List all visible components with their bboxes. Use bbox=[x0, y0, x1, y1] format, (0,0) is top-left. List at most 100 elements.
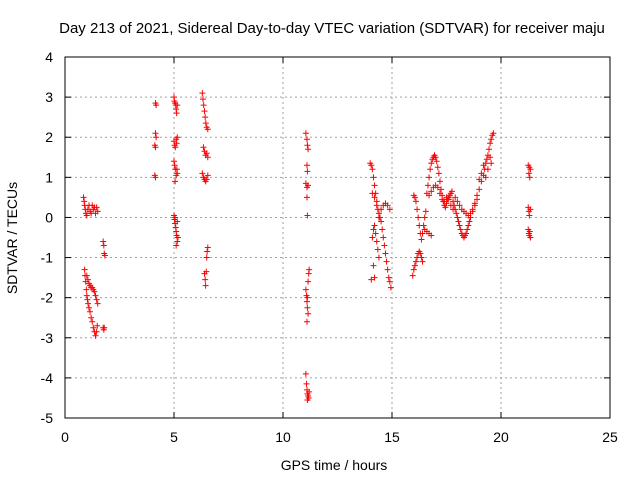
y-tick-label: 0 bbox=[45, 209, 53, 225]
data-point bbox=[305, 310, 312, 317]
data-point bbox=[93, 296, 100, 303]
data-point bbox=[382, 250, 389, 257]
data-point bbox=[374, 246, 381, 253]
data-point bbox=[420, 222, 427, 229]
data-point bbox=[483, 156, 490, 163]
data-point bbox=[174, 170, 181, 177]
data-point bbox=[385, 274, 392, 281]
data-point bbox=[203, 150, 210, 157]
data-point bbox=[152, 130, 159, 137]
data-point bbox=[465, 222, 472, 229]
data-point bbox=[441, 198, 448, 205]
data-point bbox=[202, 120, 209, 127]
data-point bbox=[302, 130, 309, 137]
data-point bbox=[412, 198, 419, 205]
data-point bbox=[85, 300, 92, 307]
data-point bbox=[201, 108, 208, 115]
data-point bbox=[488, 136, 495, 143]
data-points bbox=[80, 90, 534, 403]
data-point bbox=[432, 154, 439, 161]
data-point bbox=[204, 172, 211, 179]
data-point bbox=[387, 284, 394, 291]
data-point bbox=[203, 254, 210, 261]
data-point bbox=[101, 324, 108, 331]
data-point bbox=[386, 206, 393, 213]
data-point bbox=[305, 278, 312, 285]
data-point bbox=[370, 174, 377, 181]
y-tick-label: 1 bbox=[45, 169, 53, 185]
data-point bbox=[419, 230, 426, 237]
data-point bbox=[199, 96, 206, 103]
data-point bbox=[435, 170, 442, 177]
data-point bbox=[85, 304, 92, 311]
data-point bbox=[418, 254, 425, 261]
data-point bbox=[480, 162, 487, 169]
data-point bbox=[433, 158, 440, 165]
data-point bbox=[200, 144, 207, 151]
data-point bbox=[415, 214, 422, 221]
data-point bbox=[418, 236, 425, 243]
data-point bbox=[527, 206, 534, 213]
data-point bbox=[152, 174, 159, 181]
data-point bbox=[100, 238, 107, 245]
data-point bbox=[467, 214, 474, 221]
data-point bbox=[202, 114, 209, 121]
axis-ticks bbox=[64, 56, 611, 419]
data-point bbox=[484, 166, 491, 173]
data-point bbox=[204, 154, 211, 161]
data-point bbox=[442, 204, 449, 211]
data-point bbox=[204, 244, 211, 251]
data-point bbox=[469, 208, 476, 215]
data-point bbox=[383, 258, 390, 265]
data-point bbox=[83, 212, 90, 219]
plot-frame bbox=[64, 56, 611, 419]
y-tick-label: -3 bbox=[41, 330, 54, 346]
data-point bbox=[373, 238, 380, 245]
data-point bbox=[89, 318, 96, 325]
data-point bbox=[304, 294, 311, 301]
data-point bbox=[471, 200, 478, 207]
y-tick-labels: -5 -4 -3 -2 -1 0 1 2 3 4 bbox=[41, 49, 54, 426]
data-point bbox=[303, 162, 310, 169]
data-point bbox=[464, 226, 471, 233]
data-point bbox=[369, 190, 376, 197]
x-tick-label: 25 bbox=[602, 429, 618, 445]
data-point bbox=[410, 266, 417, 273]
y-tick-label: -1 bbox=[41, 250, 54, 266]
x-tick-label: 0 bbox=[61, 429, 69, 445]
data-point bbox=[428, 232, 435, 239]
data-point bbox=[81, 266, 88, 273]
data-point bbox=[84, 296, 91, 303]
data-point bbox=[153, 102, 160, 109]
x-axis-label: GPS time / hours bbox=[281, 457, 388, 473]
data-point bbox=[91, 288, 98, 295]
y-tick-label: -5 bbox=[41, 410, 54, 426]
data-point bbox=[302, 370, 309, 377]
data-point bbox=[371, 182, 378, 189]
data-point bbox=[100, 242, 107, 249]
data-point bbox=[527, 234, 534, 241]
data-point bbox=[199, 90, 206, 97]
data-point bbox=[379, 226, 386, 233]
y-tick-label: 3 bbox=[45, 89, 53, 105]
x-tick-label: 15 bbox=[384, 429, 400, 445]
data-point bbox=[306, 388, 313, 395]
data-point bbox=[199, 170, 206, 177]
data-point bbox=[304, 168, 311, 175]
data-point bbox=[303, 194, 310, 201]
data-point bbox=[304, 396, 311, 403]
data-point bbox=[490, 130, 497, 137]
data-point bbox=[453, 210, 460, 217]
data-point bbox=[456, 202, 463, 209]
data-point bbox=[371, 274, 378, 281]
chart-title: Day 213 of 2021, Sidereal Day-to-day VTE… bbox=[59, 20, 605, 37]
data-point bbox=[476, 176, 483, 183]
data-point bbox=[427, 166, 434, 173]
data-point bbox=[451, 202, 458, 209]
data-point bbox=[381, 242, 388, 249]
data-point bbox=[371, 194, 378, 201]
data-point bbox=[378, 218, 385, 225]
data-point bbox=[83, 272, 90, 279]
data-point bbox=[474, 192, 481, 199]
data-point bbox=[83, 286, 90, 293]
